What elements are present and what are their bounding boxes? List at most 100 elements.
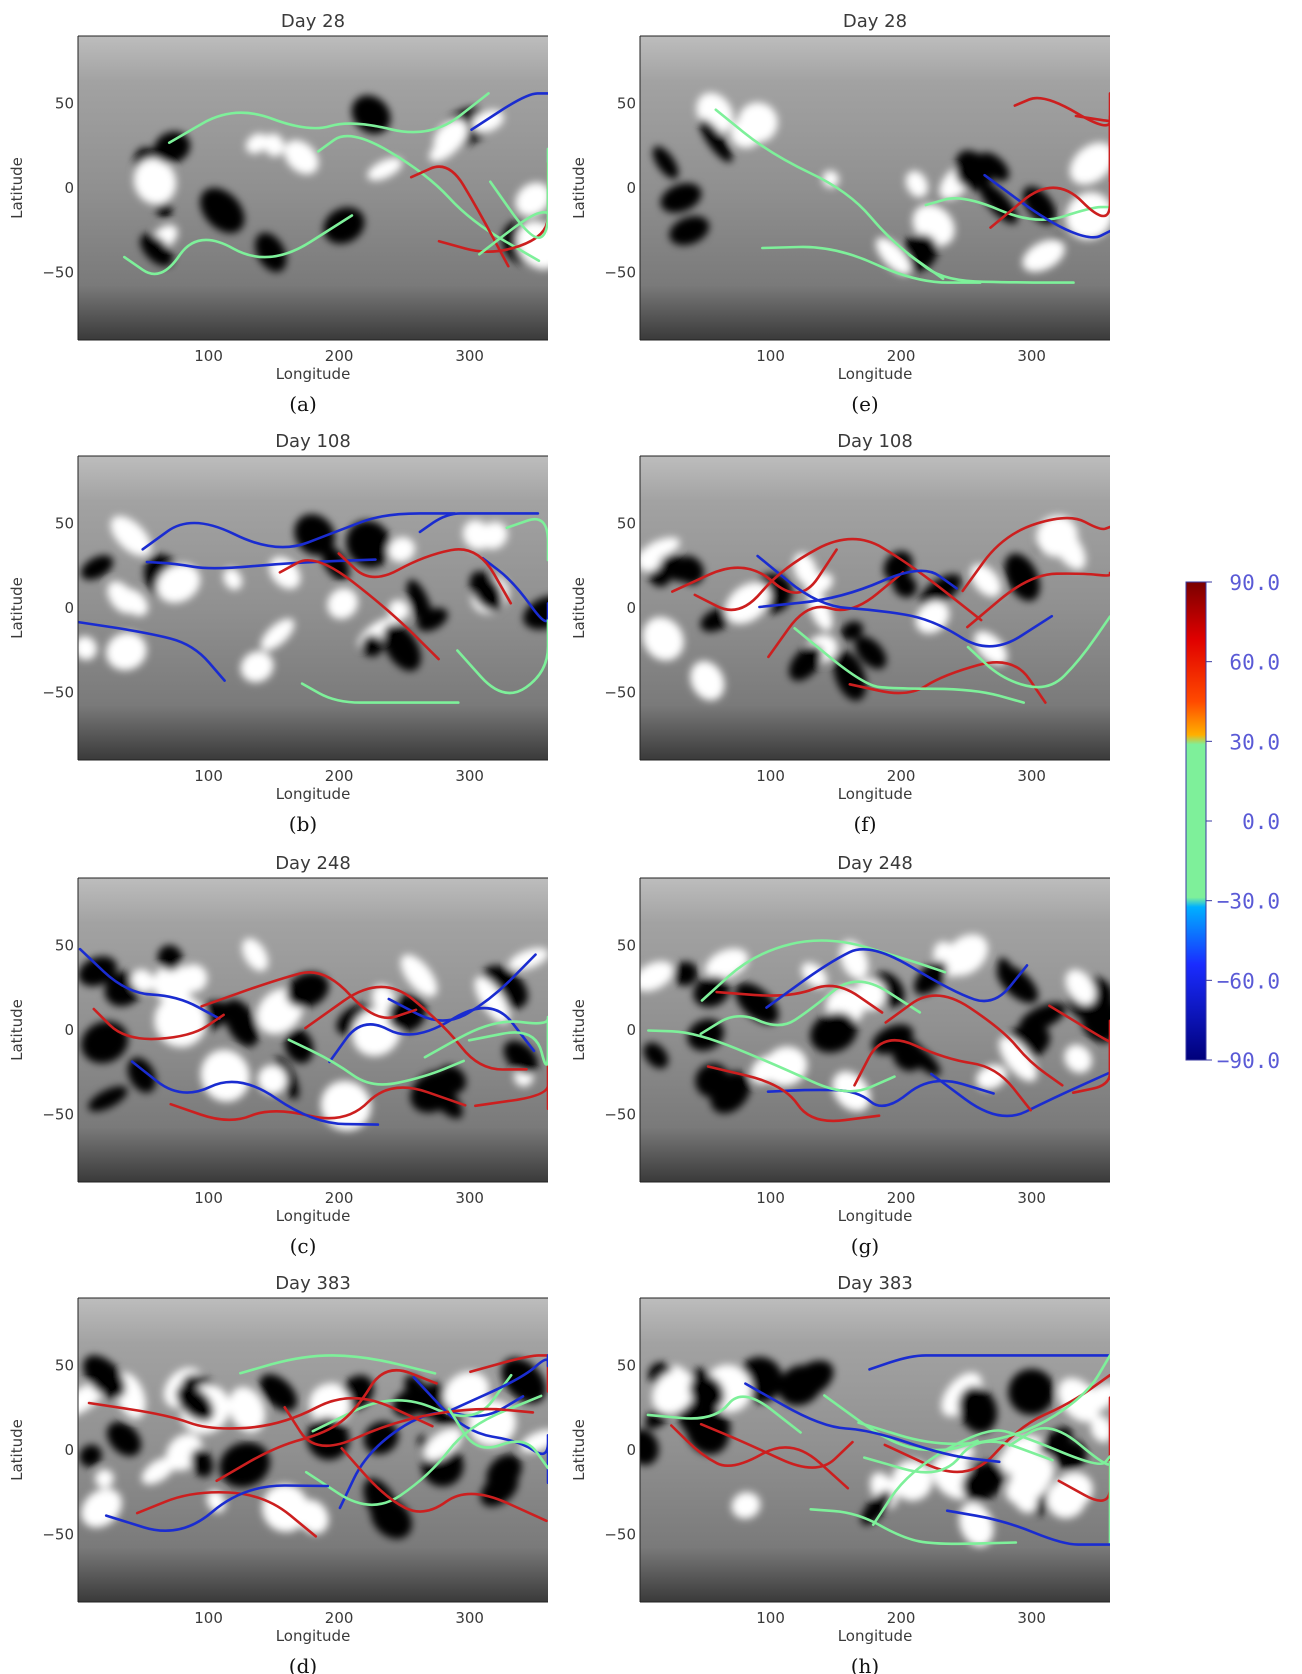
map-background: [640, 456, 1110, 760]
field-patch: [259, 1374, 298, 1411]
field-patch: [660, 183, 702, 213]
field-patch: [705, 948, 749, 980]
neutral-line: [145, 558, 377, 570]
y-tick-label: 0: [64, 179, 74, 197]
field-patch: [95, 1469, 114, 1488]
y-tick-label: −50: [42, 1525, 74, 1543]
x-tick-label: 300: [455, 767, 484, 785]
panel-e: Day 28 100 200 300 50 0 −50 Longitude Latitude (e…: [570, 11, 1110, 416]
field-patch: [127, 1057, 156, 1093]
neutral-line: [853, 1039, 1032, 1112]
y-tick-label: 0: [64, 599, 74, 617]
y-tick-label: 50: [617, 515, 636, 533]
panel-title: Day 383: [275, 1273, 351, 1294]
panel-g: Day 248 100 200 300 50 0 −50 Longitude Latitude (…: [570, 853, 1110, 1258]
neutral-line: [809, 1508, 1018, 1546]
x-tick-label: 300: [455, 1609, 484, 1627]
field-patch: [427, 1080, 463, 1119]
x-tick-label: 300: [1017, 1609, 1046, 1627]
x-tick-label: 200: [325, 1609, 354, 1627]
neutral-line: [1048, 1004, 1110, 1080]
neutral-line: [924, 197, 1110, 221]
neutral-line: [338, 1395, 525, 1510]
neutral-lines: [123, 92, 548, 276]
neutral-line: [505, 517, 548, 562]
neutral-line: [744, 1382, 1001, 1464]
neutral-line: [793, 627, 1025, 704]
field-patch: [1075, 1383, 1110, 1415]
neutral-line: [767, 571, 905, 659]
field-patch: [652, 146, 679, 179]
neutral-line: [930, 1071, 1110, 1118]
neutral-line: [489, 180, 548, 239]
y-tick-label: 50: [55, 937, 74, 955]
neutral-lines: [78, 947, 548, 1126]
neutral-line: [467, 1020, 548, 1066]
field-patch: [245, 133, 268, 154]
neutral-line: [983, 173, 1110, 239]
neutral-line: [340, 1447, 548, 1523]
neutral-line: [871, 1429, 1110, 1526]
neutral-line: [1057, 1396, 1110, 1502]
x-tick-label: 100: [194, 1189, 223, 1207]
neutral-line: [167, 92, 490, 144]
neutral-line: [304, 985, 528, 1071]
field-patch: [958, 1386, 998, 1433]
field-patch: [669, 216, 710, 246]
field-patch: [789, 645, 823, 681]
x-tick-label: 300: [455, 1189, 484, 1207]
field-patch: [157, 945, 183, 971]
y-axis-label: Latitude: [8, 157, 26, 219]
x-tick-label: 100: [756, 1189, 785, 1207]
field-patch: [672, 961, 698, 986]
x-tick-label: 200: [887, 1609, 916, 1627]
field-patch: [501, 1357, 547, 1404]
panel-caption: (d): [289, 1654, 317, 1674]
neutral-line: [706, 1065, 881, 1123]
field-patch: [361, 634, 384, 657]
x-tick-label: 100: [756, 767, 785, 785]
neutral-lines: [87, 1354, 548, 1538]
field-patch: [443, 1371, 490, 1413]
field-patch: [810, 1011, 858, 1053]
neutral-line: [647, 1029, 896, 1093]
field-patch: [1090, 1415, 1110, 1443]
y-tick-label: −50: [42, 683, 74, 701]
field-patch: [970, 564, 1002, 597]
field-patch: [976, 1064, 1007, 1090]
panel-caption: (e): [851, 392, 878, 416]
field-patch: [433, 119, 468, 154]
neutral-line: [474, 1064, 548, 1110]
colorbar-gradient: [1185, 581, 1207, 1061]
field-patch: [175, 1384, 215, 1422]
x-tick-label: 200: [325, 767, 354, 785]
x-tick-label: 300: [455, 347, 484, 365]
y-tick-label: −50: [604, 263, 636, 281]
neutral-line: [766, 1079, 995, 1108]
field-patch: [274, 1056, 299, 1100]
neutral-line: [316, 134, 541, 263]
field-patch: [406, 579, 433, 628]
field-patch: [257, 1065, 287, 1095]
field-patch: [78, 1381, 106, 1417]
panel-b: Day 108 100 200 300 50 0 −50 Longitude Latitude (…: [8, 431, 548, 836]
x-tick-label: 100: [194, 767, 223, 785]
neutral-line: [478, 147, 548, 256]
neutral-line: [470, 92, 548, 131]
colorbar-tick-label: 0.0: [1242, 810, 1280, 834]
field-patch: [141, 1457, 175, 1485]
colorbar-ticks: 90.0 60.0 30.0 0.0 −30.0 −60.0 −90.0: [1206, 571, 1280, 1073]
y-tick-label: 50: [55, 515, 74, 533]
field-patch: [367, 157, 403, 181]
neutral-line: [423, 1015, 548, 1066]
panel-a: Day 28 100 200 300 50 0 −50 Longitude Latitude (a…: [8, 11, 548, 416]
field-patch: [321, 545, 350, 581]
field-patch: [974, 631, 1008, 665]
field-patch: [652, 1370, 696, 1414]
neutral-line: [884, 994, 1064, 1087]
y-tick-label: 0: [626, 1021, 636, 1039]
colorbar-tick-label: −30.0: [1217, 890, 1280, 914]
panel-h: Day 383 100 200 300 50 0 −50 Longitude Latitude (…: [570, 1273, 1110, 1674]
field-patch: [700, 608, 733, 632]
field-patch: [643, 1042, 669, 1069]
